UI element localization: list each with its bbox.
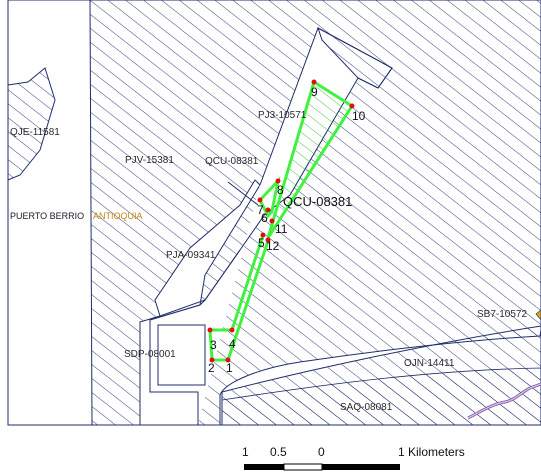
highlight-triangle-polygon[interactable] (266, 79, 355, 239)
parcel-channel-strip (317, 26, 393, 89)
parcel-label-qje: QJE-11581 (10, 127, 60, 138)
vertex-dot[interactable] (265, 237, 271, 243)
vertex-dot[interactable] (209, 357, 215, 363)
parcel-sdp-08001-polygon[interactable] (157, 324, 206, 386)
vertex-label-8: 8 (277, 183, 284, 197)
vertex-label-10: 10 (352, 109, 366, 123)
vertex-dot[interactable] (269, 218, 275, 224)
sb7-marker[interactable] (535, 309, 541, 321)
vertex-dot[interactable] (265, 207, 271, 213)
vertex-dot[interactable] (260, 232, 266, 238)
scale-tick-label: 0 (318, 445, 325, 459)
parcel-label-pja: PJA-09341 (166, 250, 216, 261)
parcel-label-sb7: SB7-10572 (477, 309, 527, 320)
vertex-dot[interactable] (275, 178, 281, 184)
river-line-inner (467, 383, 541, 419)
parcel-pjv-channel (159, 181, 259, 317)
parcel-label-ojn: OJN-14411 (404, 358, 455, 369)
town-label: PUERTO BERRIO (10, 211, 84, 221)
scale-tick-label: 1 Kilometers (398, 445, 465, 459)
vertex-label-9: 9 (311, 85, 318, 99)
vertex-dot[interactable] (349, 103, 355, 109)
parcel-label-pj3: PJ3-10571 (258, 110, 307, 121)
vertex-dot[interactable] (257, 197, 263, 203)
vertex-dot[interactable] (229, 327, 235, 333)
vertex-label-11: 11 (275, 222, 288, 236)
parcel-label-saq: SAQ-08081 (340, 402, 393, 413)
scale-segment-dark (322, 464, 400, 470)
vertex-label-5: 5 (258, 236, 265, 250)
parcel-label-pjv: PJV-15381 (125, 155, 174, 166)
scale-tick-label: 1 (242, 445, 249, 459)
vertex-label-1: 1 (226, 361, 233, 375)
scale-segment-dark (244, 464, 284, 470)
vertex-label-4: 4 (229, 337, 236, 351)
vertex-label-12: 12 (266, 239, 280, 253)
vertex-label-7: 7 (257, 203, 264, 217)
vertex-label-2: 2 (208, 361, 215, 375)
highlighted-parcel-label: QCU-08381 (283, 194, 352, 209)
scale-tick-label: 0.5 (270, 445, 287, 459)
vertex-dot[interactable] (207, 327, 213, 333)
parcel-qje-11581-polygon[interactable] (7, 67, 56, 181)
highlight-center-polygon[interactable] (258, 176, 281, 219)
parcel-label-qcu-small: QCU-08381 (205, 156, 259, 167)
vertex-dot[interactable] (225, 357, 231, 363)
vertex-dot[interactable] (311, 79, 317, 85)
vertex-markers (207, 79, 355, 363)
highlight-corridor-line[interactable] (208, 234, 270, 362)
vertex-label-3: 3 (210, 338, 217, 352)
scale-segment-light (283, 463, 323, 471)
department-label: ANTIOQUIA (93, 211, 143, 221)
parcel-label-sdp: SDP-08001 (124, 349, 176, 360)
vertex-label-6: 6 (261, 211, 268, 225)
scale-bar: 1 0.5 0 1 Kilometers (242, 445, 465, 471)
